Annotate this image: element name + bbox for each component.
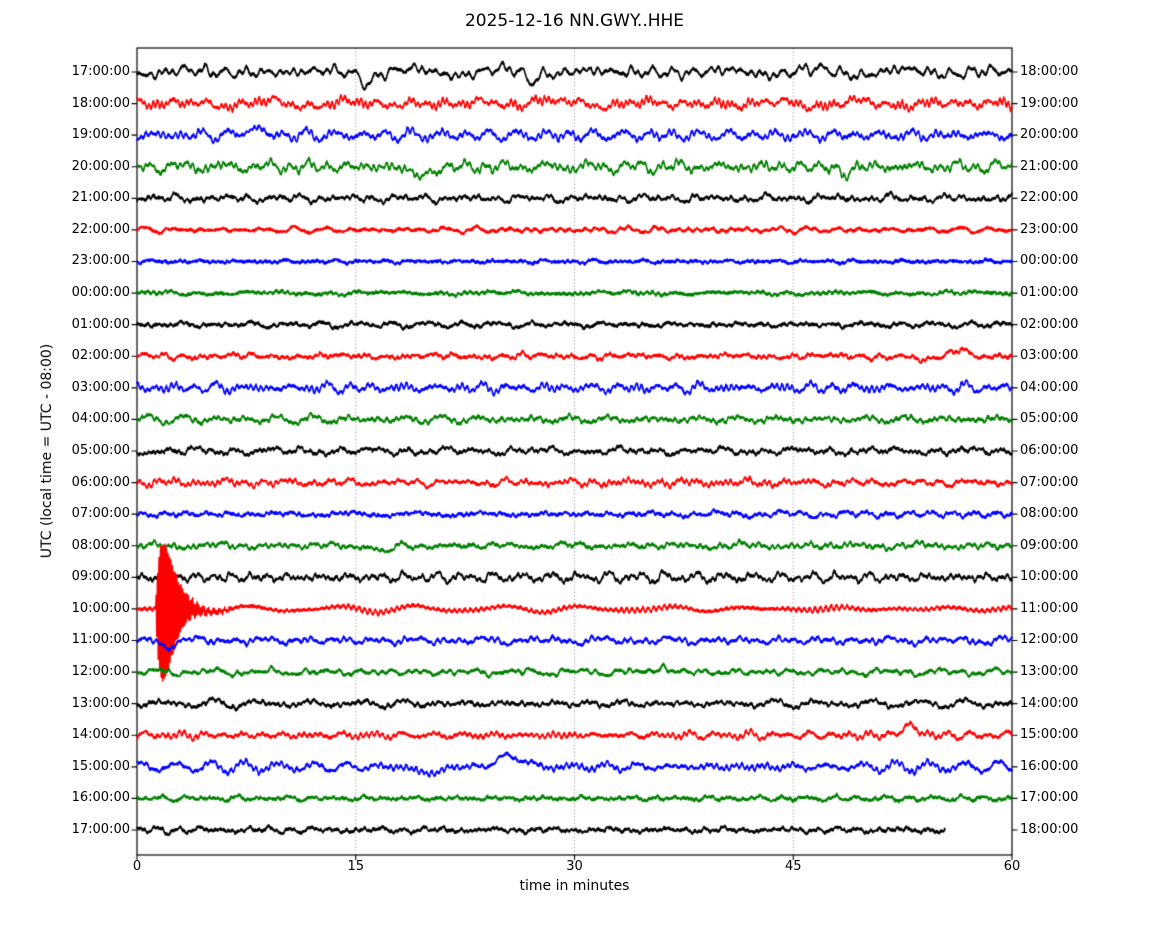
local-time-label: 22:00:00 xyxy=(1020,190,1079,206)
local-time-label: 11:00:00 xyxy=(1020,600,1079,616)
utc-time-label: 04:00:00 xyxy=(71,411,130,427)
x-tick-label: 60 xyxy=(1003,859,1021,874)
x-axis-label: time in minutes xyxy=(519,878,630,894)
local-time-label: 00:00:00 xyxy=(1020,253,1079,269)
local-time-label: 08:00:00 xyxy=(1020,506,1079,522)
local-time-label: 14:00:00 xyxy=(1020,695,1079,711)
x-tick-label: 0 xyxy=(132,859,142,874)
utc-time-label: 11:00:00 xyxy=(71,632,130,648)
local-time-label: 20:00:00 xyxy=(1020,127,1079,143)
local-time-label: 12:00:00 xyxy=(1020,632,1079,648)
local-time-label: 05:00:00 xyxy=(1020,411,1079,427)
local-time-label: 07:00:00 xyxy=(1020,474,1079,490)
utc-time-label: 01:00:00 xyxy=(71,316,130,332)
local-time-label: 19:00:00 xyxy=(1020,95,1079,111)
local-time-label: 13:00:00 xyxy=(1020,664,1079,680)
local-time-label: 21:00:00 xyxy=(1020,158,1079,174)
utc-time-label: 14:00:00 xyxy=(71,727,130,743)
utc-time-label: 19:00:00 xyxy=(71,127,130,143)
x-tick-label: 45 xyxy=(784,859,802,874)
utc-time-label: 17:00:00 xyxy=(71,821,130,837)
local-time-label: 17:00:00 xyxy=(1020,790,1079,806)
utc-time-label: 02:00:00 xyxy=(71,348,130,364)
utc-time-label: 23:00:00 xyxy=(71,253,130,269)
utc-time-label: 00:00:00 xyxy=(71,285,130,301)
utc-time-label: 16:00:00 xyxy=(71,790,130,806)
utc-time-label: 21:00:00 xyxy=(71,190,130,206)
utc-time-label: 12:00:00 xyxy=(71,664,130,680)
local-time-label: 03:00:00 xyxy=(1020,348,1079,364)
local-time-label: 15:00:00 xyxy=(1020,727,1079,743)
local-time-label: 18:00:00 xyxy=(1020,821,1079,837)
local-time-label: 18:00:00 xyxy=(1020,64,1079,79)
utc-time-label: 09:00:00 xyxy=(71,569,130,585)
utc-time-label: 22:00:00 xyxy=(71,221,130,237)
local-time-label: 01:00:00 xyxy=(1020,285,1079,301)
utc-time-label: 05:00:00 xyxy=(71,442,130,458)
local-time-label: 02:00:00 xyxy=(1020,316,1079,332)
utc-time-label: 18:00:00 xyxy=(71,95,130,111)
utc-time-label: 10:00:00 xyxy=(71,600,130,616)
x-tick-label: 15 xyxy=(347,859,365,874)
local-time-label: 16:00:00 xyxy=(1020,758,1079,774)
utc-time-label: 20:00:00 xyxy=(71,158,130,174)
local-time-label: 06:00:00 xyxy=(1020,442,1079,458)
local-time-label: 09:00:00 xyxy=(1020,537,1079,553)
local-time-label: 04:00:00 xyxy=(1020,379,1079,395)
utc-time-label: 07:00:00 xyxy=(71,506,130,522)
utc-time-label: 08:00:00 xyxy=(71,537,130,553)
utc-time-label: 03:00:00 xyxy=(71,379,130,395)
local-time-label: 10:00:00 xyxy=(1020,569,1079,585)
utc-time-label: 13:00:00 xyxy=(71,695,130,711)
utc-time-label: 15:00:00 xyxy=(71,758,130,774)
local-time-label: 23:00:00 xyxy=(1020,221,1079,237)
x-tick-label: 30 xyxy=(566,859,583,874)
utc-time-label: 06:00:00 xyxy=(71,474,130,490)
chart-title: 2025-12-16 NN.GWY..HHE xyxy=(464,11,685,31)
utc-time-label: 17:00:00 xyxy=(71,64,130,79)
